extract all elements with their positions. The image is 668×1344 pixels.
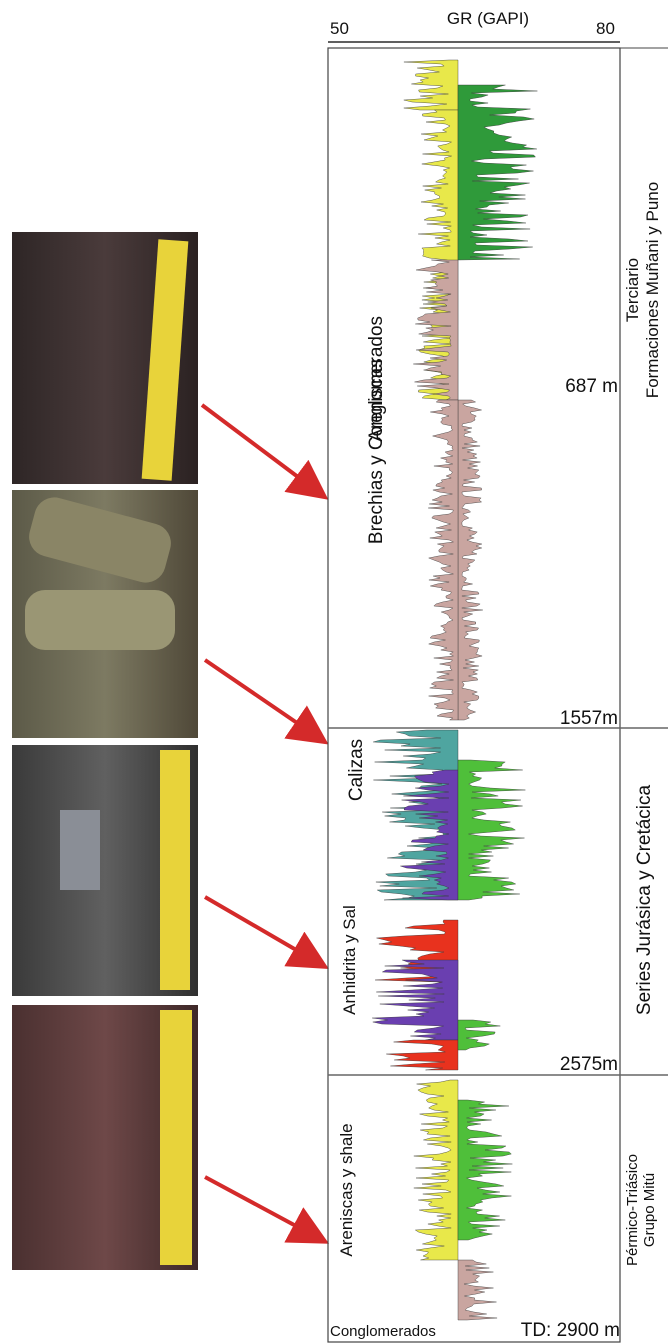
log-traces [372,60,537,1320]
core-photos [12,232,198,1270]
log-trace [414,1080,458,1260]
arrow [202,405,322,495]
depth-label: 1557m [560,708,618,729]
tape-measure [160,1010,192,1265]
arrows [202,405,322,1240]
rock-vein [60,810,100,890]
log-trace [458,1020,500,1050]
log-trace [372,960,458,1040]
lithology-label: Calizas [346,739,367,801]
log-trace [386,1040,458,1070]
log-trace [458,760,525,900]
tape-measure [160,750,190,990]
log-trace [458,400,483,720]
log-trace [404,60,458,110]
arrow [205,660,322,740]
formation-label: Terciario [623,258,642,322]
figure: 50 GR (GAPI) 80 Areniscas Brechias y Con… [0,0,668,1344]
formation-label: Grupo Mitú [641,1173,658,1247]
arrow [205,1177,322,1240]
log-trace [458,85,537,260]
formation-label: Formaciones Muñani y Puno [643,182,662,398]
axis-label: GR (GAPI) [447,9,529,28]
lithology-label: Areniscas y shale [337,1123,356,1256]
axis-max: 80 [596,19,615,38]
depth-label: 687 m [565,376,618,397]
log-trace [458,1100,512,1240]
log-trace [458,1260,497,1320]
lithology-label: Brechias y Conglomerados [366,316,387,544]
lithology-label: Anhidrita y Sal [340,905,359,1015]
depth-label: 2575m [560,1054,618,1075]
formation-label: Series Jurásica y Cretácica [634,784,655,1015]
arrow [205,897,322,965]
log-trace [413,260,458,400]
depth-label: TD: 2900 m [521,1320,620,1341]
lithology-label: Conglomerados [330,1323,436,1340]
axis-min: 50 [330,19,349,38]
rock-fragment [25,590,175,650]
formation-label: Pérmico-Triásico [624,1154,641,1266]
log-trace [428,400,458,720]
